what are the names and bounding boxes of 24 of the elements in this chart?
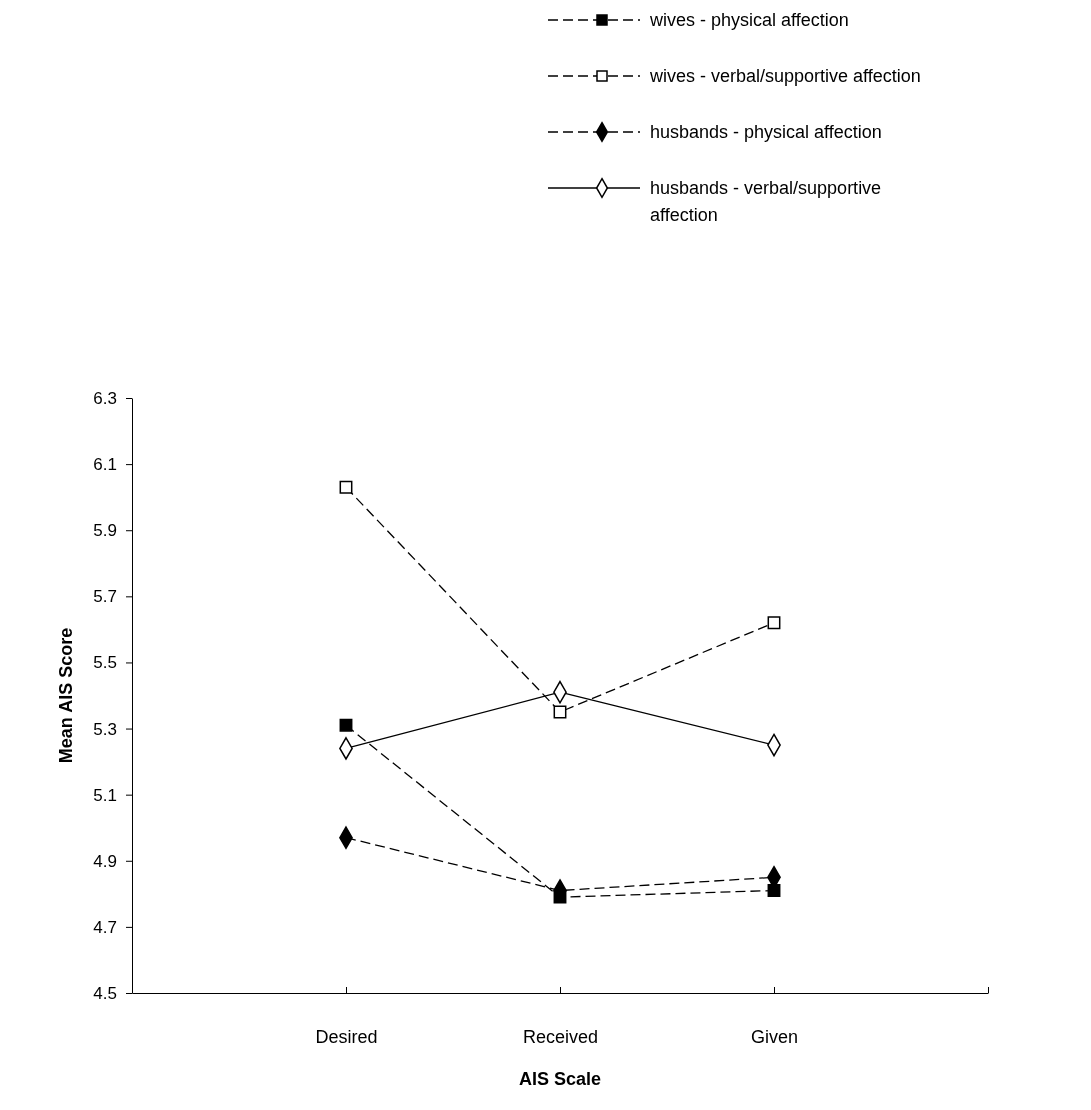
legend-label: wives - verbal/supportive affection [649, 66, 921, 86]
x-tick-label: Desired [315, 1026, 378, 1047]
legend-label: husbands - physical affection [650, 122, 882, 142]
y-tick-label: 4.5 [93, 983, 117, 1003]
y-tick-label: 5.3 [93, 719, 117, 739]
point [767, 616, 781, 630]
x-axis-title: AIS Scale [518, 1069, 602, 1089]
point [767, 884, 781, 897]
legend-label: wives - physical affection [649, 10, 849, 30]
y-tick-label: 4.7 [93, 917, 117, 937]
point [553, 890, 567, 904]
y-axis-title: Mean AIS Score [56, 627, 76, 764]
y-tick-label: 5.7 [93, 587, 117, 607]
legend-label: husbands - verbal/supportive affection [650, 178, 882, 225]
x-tick-label: Given [750, 1026, 799, 1047]
point [339, 718, 353, 732]
y-tick-label: 6.1 [93, 455, 117, 475]
y-tick-label: 6.3 [93, 388, 117, 408]
y-tick-label: 5.1 [93, 785, 117, 805]
point [339, 480, 353, 494]
y-tick-label: 4.9 [93, 851, 117, 871]
y-tick-label: 5.5 [93, 653, 117, 673]
x-tick-label: Received [522, 1026, 599, 1047]
y-tick-label: 5.9 [93, 521, 117, 541]
